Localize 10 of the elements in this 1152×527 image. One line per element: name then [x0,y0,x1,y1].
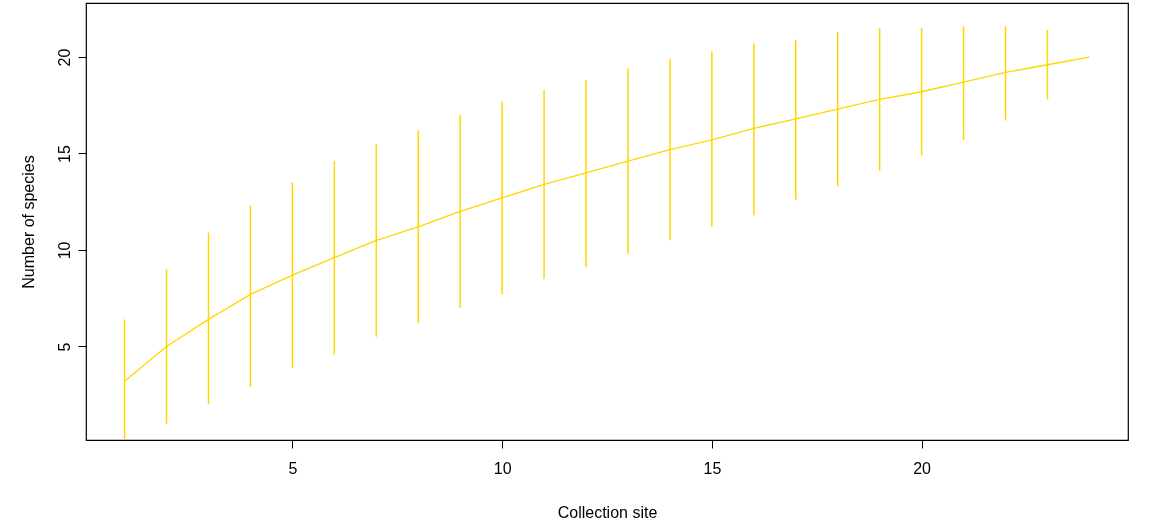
x-tick-label: 15 [703,459,722,477]
y-tick-label: 5 [55,342,73,352]
x-axis-title: Collection site [557,503,658,521]
y-tick-label: 20 [55,48,73,67]
x-tick-label: 10 [493,459,512,477]
x-tick-label: 20 [913,459,932,477]
x-tick-label: 5 [288,459,298,477]
y-axis-title: Number of species [19,155,37,289]
y-tick-label: 15 [55,144,73,163]
y-tick-label: 10 [55,241,73,260]
